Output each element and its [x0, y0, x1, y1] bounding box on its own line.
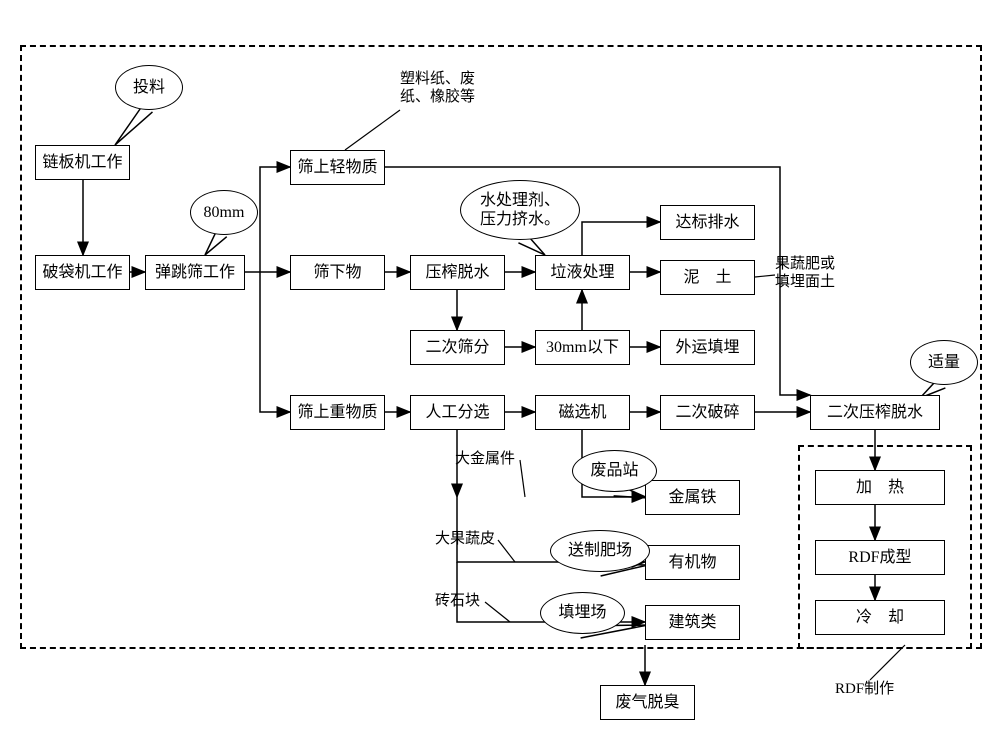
- node-label: 压榨脱水: [425, 263, 489, 282]
- annotation-rdf_making: RDF制作: [835, 680, 894, 698]
- node-label: 泥 土: [683, 268, 731, 287]
- annotation-large_peel: 大果蔬皮: [435, 530, 495, 548]
- callout-size_80mm: 80mm: [190, 190, 258, 235]
- node-rdf_form: RDF成型: [815, 540, 945, 575]
- annotation-text: 大果蔬皮: [435, 531, 495, 547]
- node-label: 弹跳筛工作: [155, 263, 235, 282]
- node-label: 达标排水: [675, 213, 739, 232]
- annotation-soil_use: 果蔬肥或 填埋面土: [775, 255, 835, 291]
- annotation-brick_stone: 砖石块: [435, 592, 480, 610]
- annotation-text: RDF制作: [835, 681, 894, 697]
- node-label: 金属铁: [668, 488, 716, 507]
- node-organic: 有机物: [645, 545, 740, 580]
- node-label: 破袋机工作: [42, 263, 122, 282]
- node-label: 建筑类: [668, 613, 716, 632]
- node-label: 外运填埋: [675, 338, 739, 357]
- node-oversize_heavy: 筛上重物质: [290, 395, 385, 430]
- annotation-light_materials: 塑料纸、废 纸、橡胶等: [400, 70, 475, 106]
- node-label: 垃液处理: [550, 263, 614, 282]
- node-magnetic: 磁选机: [535, 395, 630, 430]
- leader-line: [870, 645, 905, 680]
- node-label: 30mm以下: [546, 338, 619, 357]
- node-label: 加 热: [856, 478, 904, 497]
- node-construction: 建筑类: [645, 605, 740, 640]
- callout-scrap_station: 废品站: [572, 450, 657, 492]
- node-secondary_screen: 二次筛分: [410, 330, 505, 365]
- annotation-text: 大金属件: [455, 451, 515, 467]
- node-soil: 泥 土: [660, 260, 755, 295]
- node-leachate: 垃液处理: [535, 255, 630, 290]
- annotation-text: 果蔬肥或 填埋面土: [775, 256, 835, 290]
- node-exhaust_deodor: 废气脱臭: [600, 685, 695, 720]
- node-label: 链板机工作: [42, 153, 122, 172]
- node-label: 废气脱臭: [615, 693, 679, 712]
- callout-label: 适量: [928, 353, 960, 372]
- node-label: 人工分选: [425, 403, 489, 422]
- node-label: 二次压榨脱水: [827, 403, 923, 422]
- node-secondary_crush: 二次破碎: [660, 395, 755, 430]
- node-landfill_out: 外运填埋: [660, 330, 755, 365]
- node-label: 冷 却: [856, 608, 904, 627]
- node-label: 二次筛分: [425, 338, 489, 357]
- node-secondary_press: 二次压榨脱水: [810, 395, 940, 430]
- callout-water_agent: 水处理剂、 压力挤水。: [460, 180, 580, 240]
- node-press_dewater: 压榨脱水: [410, 255, 505, 290]
- node-heating: 加 热: [815, 470, 945, 505]
- node-bag_breaker: 破袋机工作: [35, 255, 130, 290]
- node-under_30mm: 30mm以下: [535, 330, 630, 365]
- node-label: 二次破碎: [675, 403, 739, 422]
- diagram-canvas: 链板机工作破袋机工作 弹跳筛工作 筛上轻物质筛下物筛上重物质 压榨脱水二次筛分 垃液处理…: [0, 0, 1000, 738]
- annotation-text: 塑料纸、废 纸、橡胶等: [400, 71, 475, 105]
- node-cooling: 冷 却: [815, 600, 945, 635]
- callout-compost_site: 送制肥场: [550, 530, 650, 572]
- node-oversize_light: 筛上轻物质: [290, 150, 385, 185]
- node-manual_sort: 人工分选: [410, 395, 505, 430]
- callout-label: 投料: [133, 78, 165, 97]
- node-chain_conveyor: 链板机工作: [35, 145, 130, 180]
- node-bounce_screen: 弹跳筛工作: [145, 255, 245, 290]
- callout-label: 废品站: [590, 461, 638, 480]
- node-standard_drain: 达标排水: [660, 205, 755, 240]
- node-label: RDF成型: [848, 548, 911, 567]
- callout-landfill_site: 填埋场: [540, 592, 625, 634]
- annotation-text: 砖石块: [435, 593, 480, 609]
- callout-feed: 投料: [115, 65, 183, 110]
- callout-label: 80mm: [204, 203, 245, 222]
- node-metal_iron: 金属铁: [645, 480, 740, 515]
- node-label: 筛上重物质: [297, 403, 377, 422]
- callout-label: 水处理剂、 压力挤水。: [480, 191, 560, 229]
- callout-label: 送制肥场: [568, 541, 632, 560]
- node-label: 有机物: [668, 553, 716, 572]
- node-label: 筛上轻物质: [297, 158, 377, 177]
- annotation-large_metal: 大金属件: [455, 450, 515, 468]
- node-undersize: 筛下物: [290, 255, 385, 290]
- node-label: 磁选机: [558, 403, 606, 422]
- callout-label: 填埋场: [558, 603, 606, 622]
- callout-moderate: 适量: [910, 340, 978, 385]
- node-label: 筛下物: [313, 263, 361, 282]
